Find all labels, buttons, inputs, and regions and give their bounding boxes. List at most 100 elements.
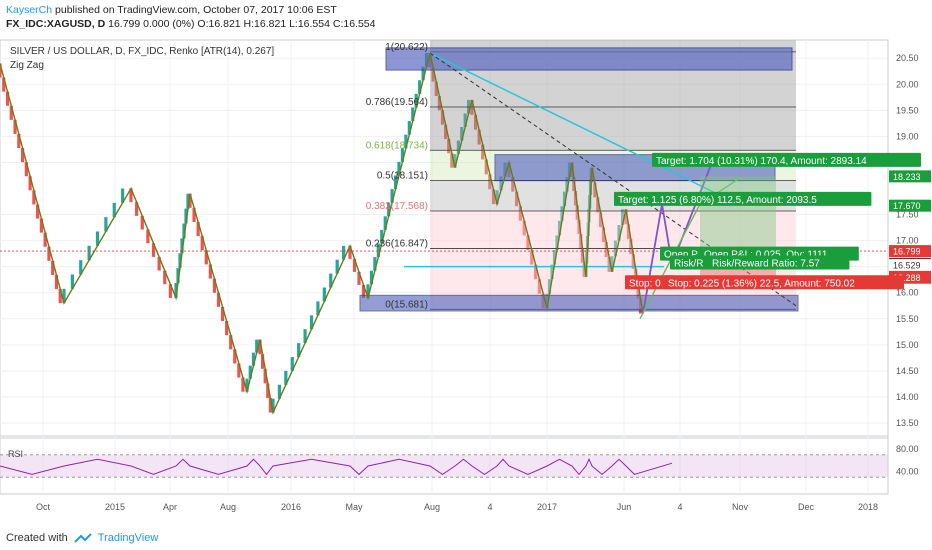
renko-brick [537, 279, 541, 294]
renko-brick [518, 206, 522, 221]
symbol-ohlc: FX_IDC:XAGUSD, D 16.799 0.000 (0%) O:16.… [6, 18, 375, 30]
price-tick-label: 17.00 [896, 236, 919, 246]
renko-brick [447, 139, 451, 154]
renko-brick [104, 217, 108, 232]
renko-brick [530, 249, 534, 265]
renko-brick [421, 66, 425, 81]
renko-brick [617, 224, 621, 241]
renko-brick [176, 268, 180, 284]
stop-label-partial-text: Stop: 0 [629, 278, 661, 289]
renko-brick [434, 81, 438, 97]
price-tick-label: 14.00 [896, 392, 919, 402]
renko-brick [511, 177, 515, 192]
renko-brick [626, 224, 631, 240]
renko-brick [251, 352, 256, 366]
renko-brick [575, 205, 579, 220]
zigzag-line [0, 52, 644, 415]
indicator-legend: Zig Zag [10, 60, 44, 71]
renko-brick [263, 368, 267, 384]
risk-reward-label-bg [708, 255, 850, 270]
target-label-2[interactable]: Target: 1.125 (6.80%) 112.5, Amount: 209… [614, 191, 872, 206]
renko-brick [366, 284, 370, 298]
renko-brick [186, 193, 190, 209]
renko-brick [196, 221, 200, 237]
renko-brick [560, 206, 564, 221]
renko-brick [348, 245, 352, 259]
renko-brick [237, 363, 241, 378]
renko-brick [87, 245, 91, 261]
fib-level-label: 0.382(17.568) [366, 201, 428, 212]
renko-brick [357, 271, 361, 285]
footer: Created with TradingView [6, 532, 158, 544]
renko-brick [208, 264, 212, 279]
renko-brick [47, 246, 51, 261]
rsi-tick-label: 40.00 [896, 467, 919, 477]
stop-label-text: Stop: 0.225 (1.36%) 22.5, Amount: 750.02 [668, 278, 855, 289]
time-tick-label: Jun [617, 502, 632, 512]
price-tag: 16.288 [893, 273, 921, 283]
tradingview-brand[interactable]: TradingView [97, 532, 159, 544]
risk-reward-label-text: Risk/Reward Ratio: 7.57 [712, 258, 820, 269]
renko-brick [572, 176, 576, 192]
renko-brick [610, 256, 614, 272]
time-tick-label: 4 [677, 502, 682, 512]
renko-brick [225, 320, 229, 336]
price-tag: 16.799 [893, 247, 921, 257]
renko-brick [573, 191, 578, 206]
renko-brick [174, 283, 178, 298]
renko-brick [477, 129, 481, 145]
renko-brick [229, 335, 233, 350]
renko-brick [36, 204, 40, 219]
renko-brick [200, 236, 204, 251]
price-tick-label: 19.00 [896, 131, 919, 141]
renko-brick [629, 239, 633, 255]
stop-label[interactable]: Stop: 0.225 (1.36%) 22.5, Amount: 750.02 [664, 275, 904, 290]
price-tag: 16.529 [893, 261, 921, 271]
rsi-tick-label: 80.00 [896, 444, 919, 454]
renko-brick [376, 243, 380, 258]
renko-brick [473, 114, 478, 130]
renko-brick [453, 154, 457, 168]
renko-brick [383, 216, 387, 230]
renko-brick [266, 383, 270, 398]
renko-brick [24, 162, 28, 177]
renko-brick [463, 113, 467, 128]
risk-reward-label-partial-text: Risk/R [674, 258, 703, 269]
renko-brick [192, 207, 196, 222]
author-link[interactable]: KayserCh [6, 4, 53, 16]
renko-brick [20, 148, 25, 163]
demand-zone-box[interactable] [359, 294, 799, 312]
price-tick-label: 13.50 [896, 418, 919, 428]
trendline-cyan[interactable] [429, 52, 739, 205]
renko-brick [182, 223, 186, 239]
risk-reward-label-partial[interactable]: Risk/R [670, 255, 713, 270]
renko-brick [557, 220, 562, 236]
renko-brick [437, 96, 441, 111]
renko-brick [341, 245, 346, 260]
stop-label-partial[interactable]: Stop: 0 [625, 275, 674, 290]
risk-reward-label[interactable]: Risk/Reward Ratio: 7.57 [708, 255, 850, 270]
renko-brick [261, 354, 265, 369]
series-legend: SILVER / US DOLLAR, D, FX_IDC, Renko [AT… [10, 46, 274, 57]
fib-level-label: 0(15.681) [385, 299, 428, 310]
renko-brick [178, 253, 182, 269]
price-tag-bg [889, 245, 931, 258]
renko-brick [39, 218, 44, 233]
renko-brick [550, 264, 554, 280]
supply-zone-box[interactable] [385, 47, 793, 71]
renko-brick [555, 235, 559, 250]
open-pl-label-partial-text: Open P [664, 250, 698, 261]
price-tag: 18.233 [893, 172, 921, 182]
renko-brick [58, 289, 62, 304]
renko-brick [393, 175, 398, 190]
renko-brick [515, 191, 519, 207]
renko-brick [397, 161, 401, 176]
target-label-1[interactable]: Target: 1.704 (10.31%) 170.4, Amount: 28… [652, 152, 921, 167]
price-tick-label: 20.50 [896, 53, 919, 63]
price-tick-label: 14.50 [896, 366, 919, 376]
renko-brick [565, 177, 569, 192]
renko-brick [140, 215, 144, 230]
renko-brick [440, 110, 445, 125]
time-tick-label: 4 [487, 502, 492, 512]
